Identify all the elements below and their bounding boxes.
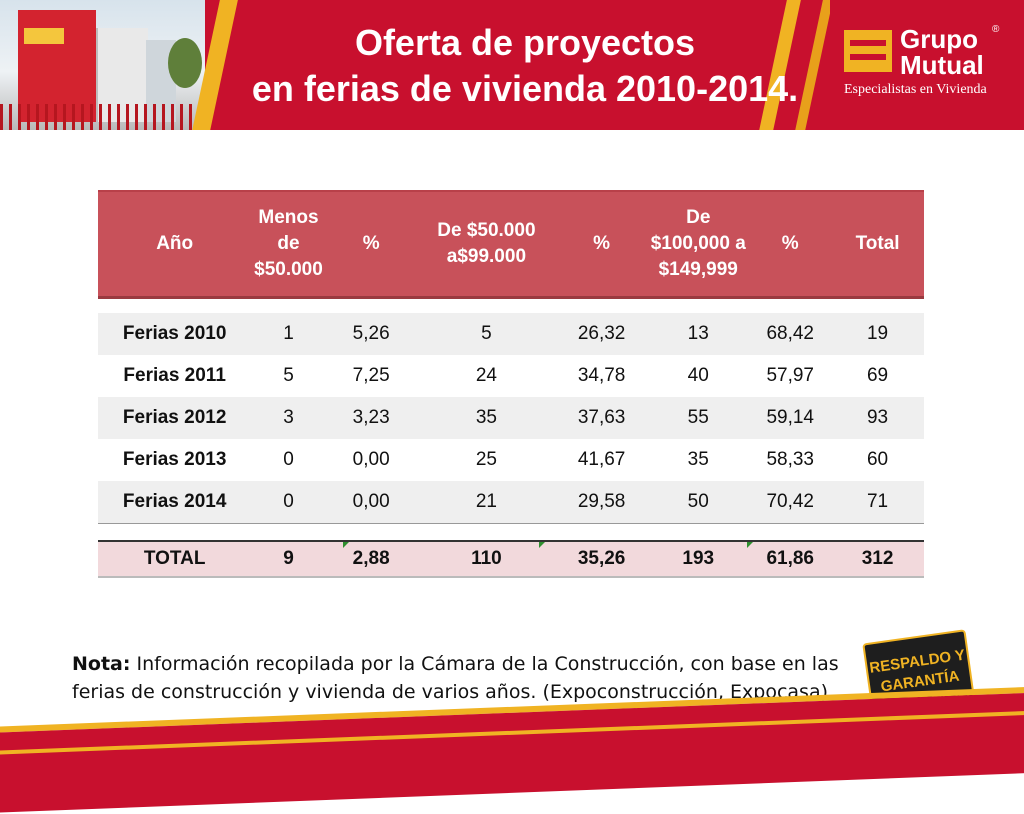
brand-name-2: Mutual: [900, 50, 984, 80]
table-cell: 35: [687, 449, 709, 470]
table-cell: 41,67: [577, 449, 626, 470]
table-cell: 69: [866, 365, 889, 386]
total-label: TOTAL: [143, 548, 206, 569]
table-row: Ferias 2012 3 3,23 35 37,63 55 59,14 93: [98, 397, 924, 439]
table-cell: 34,78: [577, 365, 626, 386]
note-label: Nota:: [72, 653, 131, 675]
table-header: Año Menos de $50.000% De $50.000 a$99.000%…: [98, 190, 924, 299]
table-cell: 55: [687, 407, 709, 428]
brand-logo: Grupo ® Mutual Especialistas en Vivienda: [842, 24, 1012, 104]
note-line-2: ferias de construcción y vivienda de var…: [72, 681, 835, 703]
note-line-1: Información recopilada por la Cámara de …: [130, 653, 839, 675]
row-label: Ferias 2012: [122, 407, 227, 428]
table-cell: 35: [475, 407, 497, 428]
table-cell: 59,14: [766, 407, 814, 428]
fence: [0, 104, 205, 130]
table-cell: 24: [475, 365, 497, 386]
title-line-1: Oferta de proyectos: [354, 22, 696, 63]
row-label: Ferias 2010: [122, 323, 227, 344]
column-header: De $50.000 a$99.000: [437, 220, 536, 267]
total-cell: 2,88: [352, 548, 390, 569]
table-cell: 50: [687, 491, 709, 512]
row-label: Ferias 2011: [123, 365, 226, 386]
registered-mark: ®: [992, 24, 1000, 35]
row-label: Ferias 2013: [122, 449, 227, 470]
column-header: %: [593, 233, 611, 254]
table-cell: 68,42: [766, 323, 814, 344]
column-header: %: [362, 233, 380, 254]
table-cell: 71: [866, 491, 889, 512]
house-logo-icon: [844, 30, 892, 72]
table-cell: 19: [866, 323, 889, 344]
table-cell: 5: [283, 365, 294, 386]
table-cell: 5,26: [352, 323, 390, 344]
column-header: Menos de $50.000: [254, 207, 323, 280]
total-cell: 9: [283, 548, 294, 569]
table-cell: 7,25: [352, 365, 390, 386]
brand-name-1: Grupo: [900, 24, 978, 54]
column-header: Año: [156, 233, 194, 254]
cell-marker-icon: [747, 542, 753, 548]
table-cell: 3,23: [352, 407, 390, 428]
cell-marker-icon: [343, 542, 349, 548]
table-cell: 5: [481, 323, 492, 344]
column-header: Total: [855, 233, 900, 254]
table-row: Ferias 2010 1 5,26 5 26,32 13 68,42 19: [98, 313, 924, 355]
row-label: Ferias 2014: [122, 491, 227, 512]
footnote: Nota: Información recopilada por la Cáma…: [72, 650, 852, 706]
tree: [168, 38, 202, 88]
table-cell: 57,97: [766, 365, 814, 386]
total-cell: 61,86: [766, 548, 814, 569]
total-cell: 110: [471, 548, 502, 569]
total-cell: 193: [682, 548, 715, 569]
table-cell: 3: [283, 407, 294, 428]
table-row: Ferias 2014 0 0,00 21 29,58 50 70,42 71: [98, 481, 924, 523]
total-cell: 312: [861, 548, 894, 569]
table-cell: 25: [475, 449, 497, 470]
table-row: Ferias 2013 0 0,00 25 41,67 35 58,33 60: [98, 439, 924, 481]
table-cell: 70,42: [766, 491, 814, 512]
total-cell: 35,26: [577, 548, 626, 569]
column-header: %: [781, 233, 799, 254]
data-table: Año Menos de $50.000% De $50.000 a$99.000%…: [98, 190, 924, 578]
table-cell: 13: [687, 323, 709, 344]
brand-tagline: Especialistas en Vivienda: [844, 82, 987, 97]
building-photo: [0, 0, 205, 130]
table-cell: 60: [866, 449, 889, 470]
total-row: TOTAL 9 2,88 110 35,26 193 61,86 312: [98, 540, 924, 578]
table-cell: 0: [283, 491, 294, 512]
table-cell: 0,00: [352, 449, 390, 470]
title-line-2: en ferias de vivienda 2010-2014.: [251, 68, 799, 109]
table-cell: 93: [866, 407, 889, 428]
cell-marker-icon: [539, 542, 545, 548]
table-cell: 21: [475, 491, 497, 512]
table-cell: 40: [687, 365, 709, 386]
table-body: Ferias 2010 1 5,26 5 26,32 13 68,42 19 Ferias 20…: [98, 313, 924, 524]
table-cell: 1: [283, 323, 294, 344]
table-cell: 29,58: [577, 491, 626, 512]
table-cell: 0,00: [352, 491, 390, 512]
building-sign: [24, 28, 64, 44]
table-cell: 37,63: [577, 407, 626, 428]
table-cell: 26,32: [577, 323, 626, 344]
table-row: Ferias 2011 5 7,25 24 34,78 40 57,97 69: [98, 355, 924, 397]
table-cell: 0: [283, 449, 294, 470]
column-header: De $100,000 a $149,999: [650, 207, 746, 280]
header-band: Oferta de proyectos en ferias de viviend…: [0, 0, 1024, 130]
table-cell: 58,33: [766, 449, 814, 470]
page-title: Oferta de proyectos en ferias de viviend…: [205, 20, 845, 112]
